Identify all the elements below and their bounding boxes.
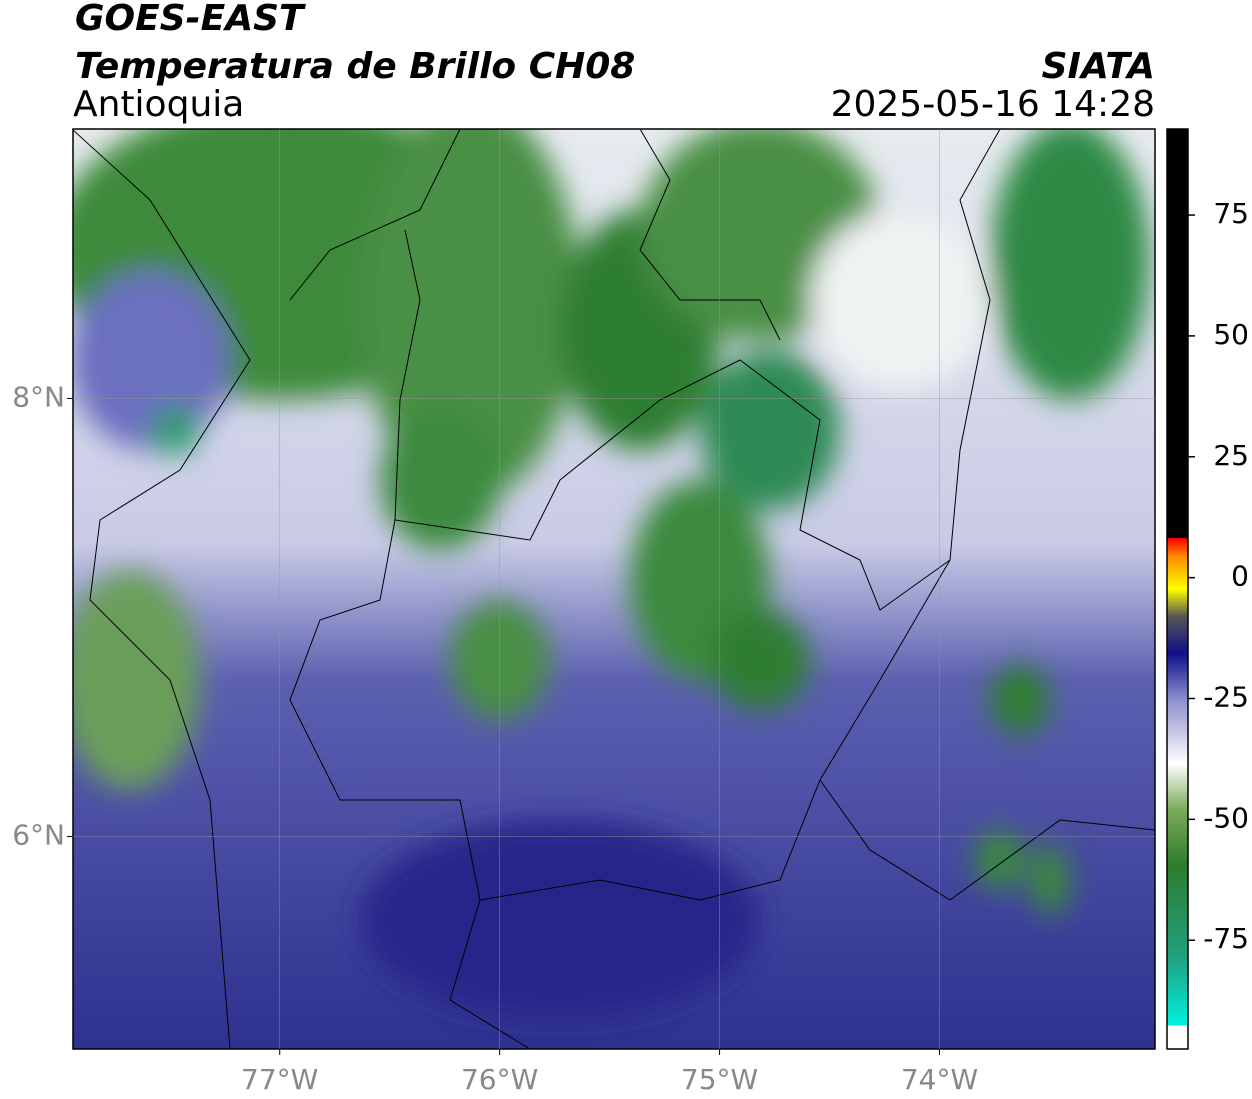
region: Antioquia: [73, 84, 244, 125]
source: SIATA: [1042, 46, 1155, 87]
datetime: 2025-05-16 14:28: [831, 84, 1155, 125]
colorbar-tick-label: 25: [1213, 439, 1249, 472]
colorbar-tick-label: 0: [1231, 560, 1249, 593]
colorbar-tick-label: -25: [1203, 681, 1249, 714]
x-tick-label: 77°W: [241, 1063, 318, 1096]
satellite-image: [73, 129, 1155, 1049]
colorbar-tick-label: 50: [1213, 318, 1249, 351]
y-tick-label: 6°N: [12, 819, 65, 852]
x-tick-label: 75°W: [681, 1063, 758, 1096]
colorbar-tick-label: 75: [1213, 197, 1249, 230]
title: GOES-EAST: [75, 0, 306, 39]
colorbar-tick-label: -50: [1203, 801, 1249, 834]
colorbar: [1166, 128, 1189, 1050]
x-tick-label: 76°W: [461, 1063, 538, 1096]
colorbar-tick-label: -75: [1203, 922, 1249, 955]
y-tick-label: 8°N: [12, 380, 65, 413]
x-tick-label: 74°W: [901, 1063, 978, 1096]
subtitle: Temperatura de Brillo CH08: [75, 46, 635, 87]
map-frame: [72, 128, 1156, 1050]
